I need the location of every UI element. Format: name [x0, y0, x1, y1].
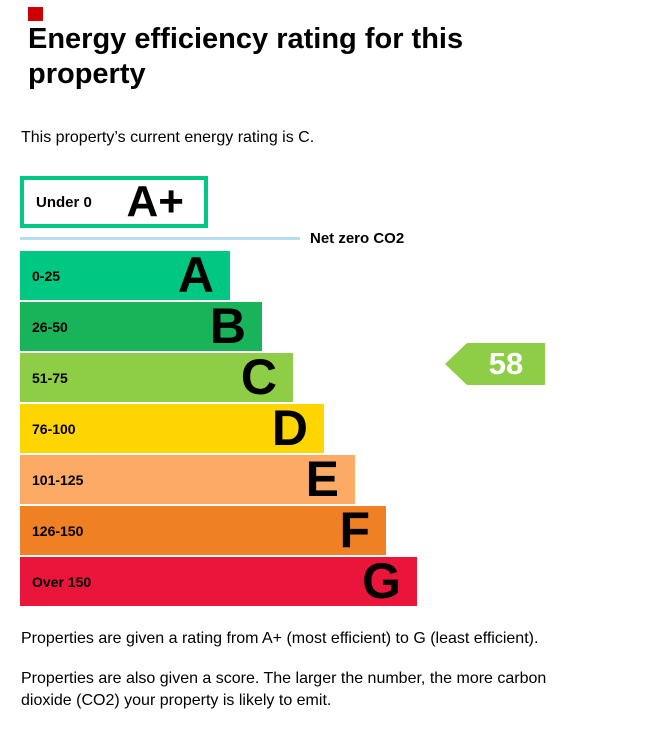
band-d-letter: D	[271, 400, 308, 456]
band-d-range-label: 76-100	[32, 420, 76, 437]
band-b: 26-50 B	[20, 298, 262, 354]
band-g: Over 150 G	[20, 553, 417, 609]
score-explanation-text: Properties are also given a score. The l…	[21, 670, 547, 709]
band-c-range-label: 51-75	[32, 369, 68, 386]
band-g-letter: G	[362, 553, 401, 609]
band-b-range-label: 26-50	[32, 318, 68, 335]
band-e-range-label: 101-125	[32, 471, 84, 488]
band-a-plus-letter: A+	[126, 177, 184, 226]
net-zero-line	[20, 237, 300, 240]
band-a-letter: A	[177, 247, 214, 303]
band-b-letter: B	[209, 298, 246, 354]
band-a: 0-25 A	[20, 247, 230, 303]
current-score-pointer: 58	[445, 343, 545, 385]
band-f-letter: F	[339, 502, 370, 558]
page-title: Energy efficiency rating for this proper…	[28, 23, 464, 90]
energy-rating-chart: Under 0 A+ Net zero CO2 0-25 A 26-50 B 5…	[20, 176, 545, 609]
band-c-letter: C	[240, 349, 277, 405]
pointer-arrow-icon	[445, 343, 467, 385]
band-c: 51-75 C	[20, 349, 293, 405]
band-a-plus-range-label: Under 0	[36, 193, 92, 211]
rating-explanation-text: Properties are given a rating from A+ (m…	[21, 630, 539, 647]
current-score-value: 58	[488, 346, 524, 381]
band-d: 76-100 D	[20, 400, 324, 456]
band-e-letter: E	[305, 451, 339, 507]
band-e: 101-125 E	[20, 451, 355, 507]
band-a-plus: Under 0 A+	[20, 176, 208, 228]
pointer-body: 58	[467, 343, 545, 385]
current-rating-text: This property’s current energy rating is…	[21, 129, 315, 146]
red-square-marker	[28, 7, 43, 21]
band-f: 126-150 F	[20, 502, 386, 558]
band-f-range-label: 126-150	[32, 522, 84, 539]
band-g-range-label: Over 150	[32, 573, 92, 590]
net-zero-label: Net zero CO2	[310, 230, 405, 247]
band-a-range-label: 0-25	[32, 267, 61, 284]
